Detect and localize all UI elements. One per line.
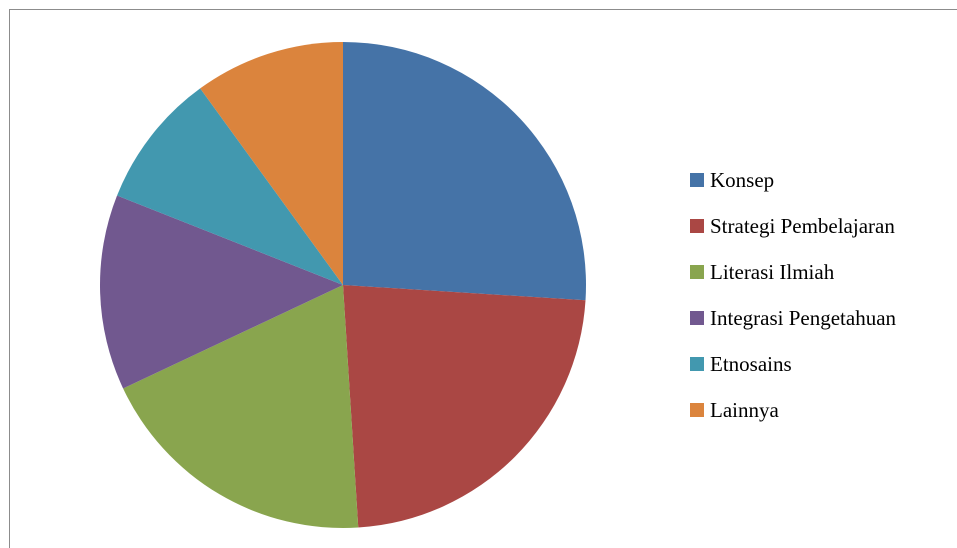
legend-label: Konsep <box>710 167 775 192</box>
legend-label: Lainnya <box>710 397 779 422</box>
legend-label: Literasi Ilmiah <box>710 259 835 284</box>
legend-item-literasi-ilmiah: Literasi Ilmiah <box>690 249 896 295</box>
legend-label: Strategi Pembelajaran <box>710 213 895 238</box>
legend-swatch <box>690 265 704 279</box>
pie-slice-strategi-pembelajaran <box>343 285 586 528</box>
pie-slice-etnosains <box>117 88 343 285</box>
pie-slice-konsep <box>343 42 586 301</box>
legend-item-etnosains: Etnosains <box>690 341 896 387</box>
legend-label: Integrasi Pengetahuan <box>710 305 897 330</box>
legend-swatch <box>690 311 704 325</box>
legend-item-lainnya: Lainnya <box>690 387 896 433</box>
legend-label: Etnosains <box>710 351 792 376</box>
legend-swatch <box>690 173 704 187</box>
legend-swatch <box>690 219 704 233</box>
chart-legend: Konsep Strategi Pembelajaran Literasi Il… <box>690 157 896 433</box>
legend-item-konsep: Konsep <box>690 157 896 203</box>
pie-slice-integrasi-pengetahuan <box>100 195 343 389</box>
legend-item-integrasi-pengetahuan: Integrasi Pengetahuan <box>690 295 896 341</box>
legend-swatch <box>690 403 704 417</box>
legend-item-strategi-pembelajaran: Strategi Pembelajaran <box>690 203 896 249</box>
legend-swatch <box>690 357 704 371</box>
pie-slice-lainnya <box>200 42 343 285</box>
pie-slice-literasi-ilmiah <box>123 285 359 528</box>
